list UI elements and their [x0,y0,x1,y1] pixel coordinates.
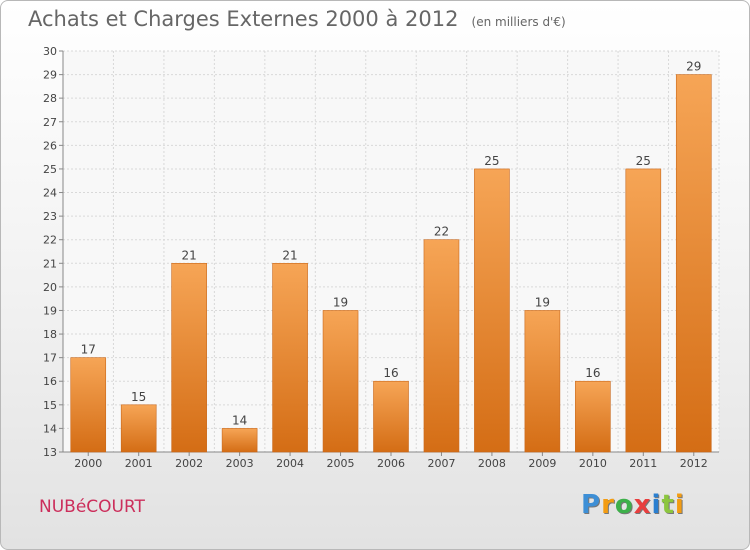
bar [322,310,359,453]
bar [221,428,258,453]
bar [524,310,561,453]
bar-value-label: 15 [131,390,146,404]
y-tick-label: 19 [43,304,57,317]
logo-letter: o [614,490,634,520]
bar-value-label: 29 [686,60,701,74]
chart-unit-note: (en milliers d'€) [471,15,566,29]
logo-letter: P [581,490,602,520]
x-tick-label: 2005 [327,457,355,470]
x-tick-label: 2000 [74,457,102,470]
bar-value-label: 21 [282,248,297,262]
x-tick-label: 2012 [680,457,708,470]
labels: 13 14 15 16 17 18 19 20 21 22 23 24 25 26 27 28 29 30 17 20… [43,45,708,470]
bar-value-label: 19 [333,295,348,309]
x-tick-label: 2002 [175,457,203,470]
y-tick-label: 26 [43,139,57,152]
y-tick-label: 28 [43,92,57,105]
y-tick-label: 23 [43,210,57,223]
y-tick-label: 18 [43,328,57,341]
y-tick-label: 25 [43,163,57,176]
y-tick-label: 24 [43,187,57,200]
bar [575,380,611,453]
x-tick-label: 2006 [377,457,405,470]
y-tick-label: 21 [43,257,57,270]
bar [70,357,107,453]
y-tick-label: 27 [43,116,57,129]
y-tick-label: 30 [43,45,57,58]
bar [474,168,510,453]
y-tick-label: 13 [43,446,57,459]
y-tick-label: 20 [43,281,57,294]
x-tick-label: 2004 [276,457,304,470]
logo-letter: t [661,490,675,520]
x-tick-label: 2010 [579,457,607,470]
x-tick-label: 2007 [427,457,455,470]
logo-letter: r [601,490,615,520]
bar [120,404,157,453]
bar [625,168,662,453]
y-tick-label: 17 [43,352,57,365]
chart-title-text: Achats et Charges Externes 2000 à 2012 [28,7,459,31]
y-tick-label: 29 [43,69,57,82]
bar-value-label: 16 [585,366,600,380]
x-tick-label: 2001 [125,457,153,470]
x-tick-label: 2008 [478,457,506,470]
x-tick-label: 2011 [629,457,657,470]
bar-value-label: 17 [81,343,96,357]
bar [171,262,207,453]
x-tick-label: 2009 [528,457,556,470]
y-tick-label: 16 [43,375,57,388]
bar-value-label: 21 [182,248,197,262]
y-tick-label: 22 [43,234,57,247]
y-tick-label: 14 [43,422,57,435]
bar-value-label: 22 [434,225,449,239]
bar [675,74,712,453]
commune-name: NUBéCOURT [39,497,145,517]
bar-value-label: 16 [383,366,398,380]
bars [70,74,712,453]
x-tick-label: 2003 [226,457,254,470]
y-tick-label: 15 [43,399,57,412]
bar-value-label: 25 [636,154,651,168]
bar [272,262,308,453]
bar [373,380,409,453]
logo-letter: i [651,490,662,520]
bar-value-label: 14 [232,413,247,427]
logo-letter: i [674,490,685,520]
bar-value-label: 19 [535,295,550,309]
chart-title: Achats et Charges Externes 2000 à 2012 (… [28,7,566,31]
proxiti-logo: Proxiti [581,490,685,520]
bar-value-label: 25 [484,154,499,168]
bar [423,239,460,453]
logo-letter: x [633,490,652,520]
